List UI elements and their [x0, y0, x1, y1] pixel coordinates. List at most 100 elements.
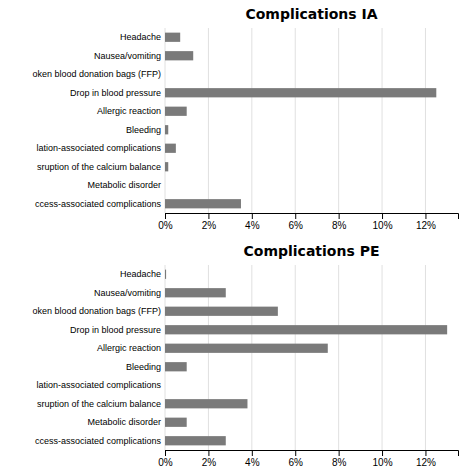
bar: [165, 362, 187, 371]
bar: [165, 162, 168, 171]
x-tick-mark: [252, 450, 253, 456]
x-tick-mark: [425, 450, 426, 456]
x-tick-mark: [165, 213, 166, 219]
x-axis: 0% 2% 4% 6% 8% 10% 12%: [158, 213, 458, 231]
y-tick-label: Metabolic disorder: [87, 417, 161, 427]
x-tick-mark: [295, 213, 296, 219]
y-tick: Metabolic disorder: [87, 417, 165, 427]
grid-line: [251, 28, 252, 213]
bar: [165, 307, 278, 316]
grid-line: [208, 28, 209, 213]
x-tick-label: 10%: [373, 220, 393, 231]
bar: [165, 418, 187, 427]
y-tick: lation-associated complications: [36, 143, 165, 153]
x-tick: 0%: [158, 213, 173, 231]
y-tick: Drop in blood pressure: [70, 325, 165, 335]
x-axis: 0%2%4%6%8%10%12%: [158, 450, 458, 468]
y-tick-label: Allergic reaction: [97, 106, 161, 116]
y-tick-label: ccess-associated complications: [35, 436, 162, 446]
x-tick-mark: [165, 450, 166, 456]
y-tick-label: Drop in blood pressure: [70, 325, 161, 335]
x-tick: 6%: [288, 213, 303, 231]
x-tick: 2%: [202, 213, 217, 231]
x-tick-mark: [382, 450, 383, 456]
x-tick-mark: [382, 213, 383, 219]
x-tick: 8%: [332, 213, 347, 231]
y-tick-label: Metabolic disorder: [87, 180, 161, 190]
x-tick-label: 6%: [288, 220, 303, 231]
x-tick: 10%: [373, 450, 393, 468]
x-tick-label: 12%: [416, 220, 436, 231]
y-tick: Nausea/vomiting: [94, 288, 165, 298]
bar: [165, 270, 166, 279]
x-tick-label: 8%: [332, 220, 347, 231]
grid-line: [382, 28, 383, 213]
x-axis-line: [166, 451, 459, 457]
y-tick-label: Allergic reaction: [97, 343, 161, 353]
y-tick-label: lation-associated complications: [36, 143, 161, 153]
y-tick: ccess-associated complications: [35, 199, 165, 209]
grid-line: [425, 265, 426, 450]
y-tick-label: Nausea/vomiting: [94, 288, 161, 298]
y-tick: lation-associated complications: [36, 380, 165, 390]
bar: [165, 33, 180, 42]
x-tick-label: 12%: [416, 457, 436, 468]
y-tick: sruption of the calcium balance: [37, 399, 165, 409]
bar: [165, 70, 166, 79]
y-tick-label: Bleeding: [126, 125, 161, 135]
y-tick: Allergic reaction: [97, 343, 165, 353]
bar: [165, 381, 166, 390]
grid: [165, 28, 425, 213]
bar: [165, 51, 193, 60]
x-tick-label: 8%: [332, 457, 347, 468]
x-tick-mark: [208, 450, 209, 456]
grid-line: [251, 265, 252, 450]
y-tick: Headache: [120, 32, 165, 42]
grid-line: [295, 28, 296, 213]
x-tick-label: 4%: [245, 220, 260, 231]
bar: [165, 199, 241, 208]
y-tick: Nausea/vomiting: [94, 51, 165, 61]
y-tick: ccess-associated complications: [35, 436, 165, 446]
bar: [165, 288, 226, 297]
bar: [165, 88, 436, 97]
x-tick-label: 2%: [202, 457, 217, 468]
grid-line: [295, 265, 296, 450]
grid-line: [382, 265, 383, 450]
y-tick-label: Headache: [120, 32, 161, 42]
bar: [165, 181, 166, 190]
x-tick: 2%: [202, 450, 217, 468]
bar: [165, 344, 328, 353]
x-axis-line: [166, 214, 459, 220]
bars: [165, 270, 447, 446]
y-tick-label: Nausea/vomiting: [94, 51, 161, 61]
x-tick: 4%: [245, 450, 260, 468]
grid-line: [338, 265, 339, 450]
panel: 0%2%4%6%8%10%12%HeadacheNausea/vomitingo…: [32, 265, 458, 468]
bar: [165, 144, 176, 153]
x-tick: 4%: [245, 213, 260, 231]
x-tick: 10%: [373, 213, 393, 231]
y-tick-label: oken blood donation bags (FFP): [32, 69, 161, 79]
y-tick-label: lation-associated complications: [36, 380, 161, 390]
bar: [165, 125, 168, 134]
grid-line: [425, 28, 426, 213]
x-tick-mark: [339, 450, 340, 456]
y-tick: oken blood donation bags (FFP): [32, 69, 165, 79]
y-tick-label: sruption of the calcium balance: [37, 162, 161, 172]
x-tick-label: 2%: [202, 220, 217, 231]
grid-line: [338, 28, 339, 213]
grid: [165, 265, 425, 450]
y-tick-label: Bleeding: [126, 362, 161, 372]
y-tick: Metabolic disorder: [87, 180, 165, 190]
y-tick-label: oken blood donation bags (FFP): [32, 306, 161, 316]
y-tick-label: Drop in blood pressure: [70, 88, 161, 98]
y-tick-label: sruption of the calcium balance: [37, 399, 161, 409]
x-tick-mark: [252, 213, 253, 219]
x-tick: 12%: [416, 213, 436, 231]
x-tick-mark: [425, 213, 426, 219]
y-tick: Bleeding: [126, 125, 165, 135]
bar: [165, 325, 447, 334]
x-tick-label: 4%: [245, 457, 260, 468]
bars: [165, 33, 436, 209]
